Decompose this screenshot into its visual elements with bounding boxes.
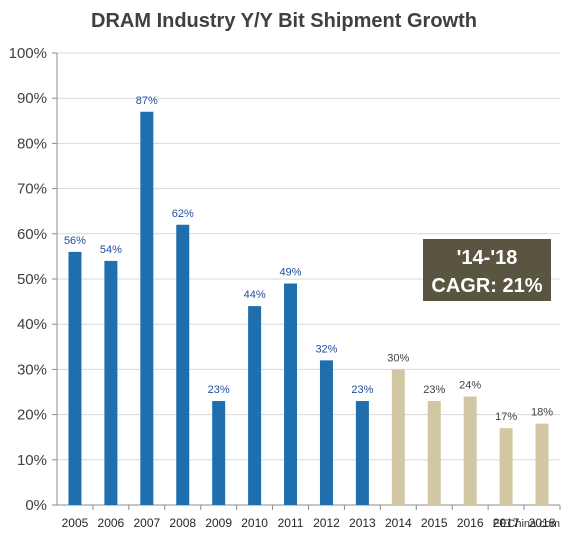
data-label-2015: 23% — [423, 384, 445, 396]
bar-2011 — [284, 283, 298, 505]
bar-2018 — [535, 423, 549, 505]
data-label-2018: 18% — [531, 407, 553, 419]
y-tick-label: 20% — [17, 407, 47, 424]
bar-2015 — [427, 401, 441, 505]
data-label-2012: 32% — [315, 343, 337, 355]
bar-2017 — [499, 428, 513, 505]
x-tick-label-2018: 2018 — [529, 516, 556, 530]
x-tick-label-2006: 2006 — [98, 516, 125, 530]
y-tick-label: 100% — [9, 45, 47, 62]
x-tick-label-2011: 2011 — [278, 516, 304, 530]
x-tick-label-2012: 2012 — [313, 516, 340, 530]
y-tick-label: 30% — [17, 361, 47, 378]
y-axis-ticks: 0% 10% 20% 30% 40% 50% 60% 70% 80% 90% 100% — [9, 45, 57, 514]
data-label-2008: 62% — [172, 208, 194, 220]
y-tick-label: 80% — [17, 135, 47, 152]
x-tick-label-2015: 2015 — [421, 516, 448, 530]
x-tick-label-2013: 2013 — [349, 516, 376, 530]
cagr-period: '14-'18 — [457, 247, 518, 269]
data-label-2006: 54% — [100, 244, 122, 256]
data-label-2017: 17% — [495, 411, 517, 423]
y-tick-label: 60% — [17, 226, 47, 243]
y-tick-label: 70% — [17, 181, 47, 198]
x-axis-ticks: 2005 2006 2007 2008 2009 2010 2011 2012 2013 2014… — [62, 505, 561, 530]
x-tick-label-2008: 2008 — [169, 516, 196, 530]
x-tick-label-2007: 2007 — [133, 516, 160, 530]
y-tick-label: 90% — [17, 90, 47, 107]
bar-2007 — [140, 111, 154, 505]
cagr-box — [423, 239, 551, 301]
y-tick-label: 50% — [17, 271, 47, 288]
y-tick-label: 40% — [17, 316, 47, 333]
cagr-annotation: '14-'18 CAGR: 21% — [423, 239, 551, 301]
x-tick-label-2005: 2005 — [62, 516, 89, 530]
data-label-2013: 23% — [351, 384, 373, 396]
x-tick-label-2017: 2017 — [493, 516, 520, 530]
watermark: EEChina.com — [493, 518, 560, 530]
bar-2014 — [391, 369, 405, 505]
y-tick-label: 10% — [17, 452, 47, 469]
data-labels: 56% 54% 87% 62% 23% 44% 49% 32% 23% 30% 23% 24% 17% 1… — [64, 95, 553, 423]
bar-2016 — [463, 396, 477, 505]
x-tick-label-2016: 2016 — [457, 516, 484, 530]
data-label-2010: 44% — [244, 289, 266, 301]
bars — [68, 111, 549, 505]
data-label-2016: 24% — [459, 380, 481, 392]
data-label-2011: 49% — [280, 267, 302, 279]
bar-2010 — [248, 306, 262, 505]
bar-2012 — [319, 360, 333, 505]
cagr-value: CAGR: 21% — [431, 275, 542, 297]
bar-2006 — [104, 260, 118, 505]
x-tick-label-2014: 2014 — [385, 516, 412, 530]
bar-2013 — [355, 401, 369, 505]
bar-2005 — [68, 251, 82, 505]
data-label-2007: 87% — [136, 95, 158, 107]
bar-2009 — [212, 401, 226, 505]
y-tick-label: 0% — [25, 497, 47, 514]
bar-2008 — [176, 224, 190, 505]
data-label-2009: 23% — [208, 384, 230, 396]
x-tick-label-2010: 2010 — [241, 516, 268, 530]
x-tick-label-2009: 2009 — [205, 516, 232, 530]
data-label-2014: 30% — [387, 352, 409, 364]
data-label-2005: 56% — [64, 235, 86, 247]
chart-title: DRAM Industry Y/Y Bit Shipment Growth — [91, 10, 477, 32]
